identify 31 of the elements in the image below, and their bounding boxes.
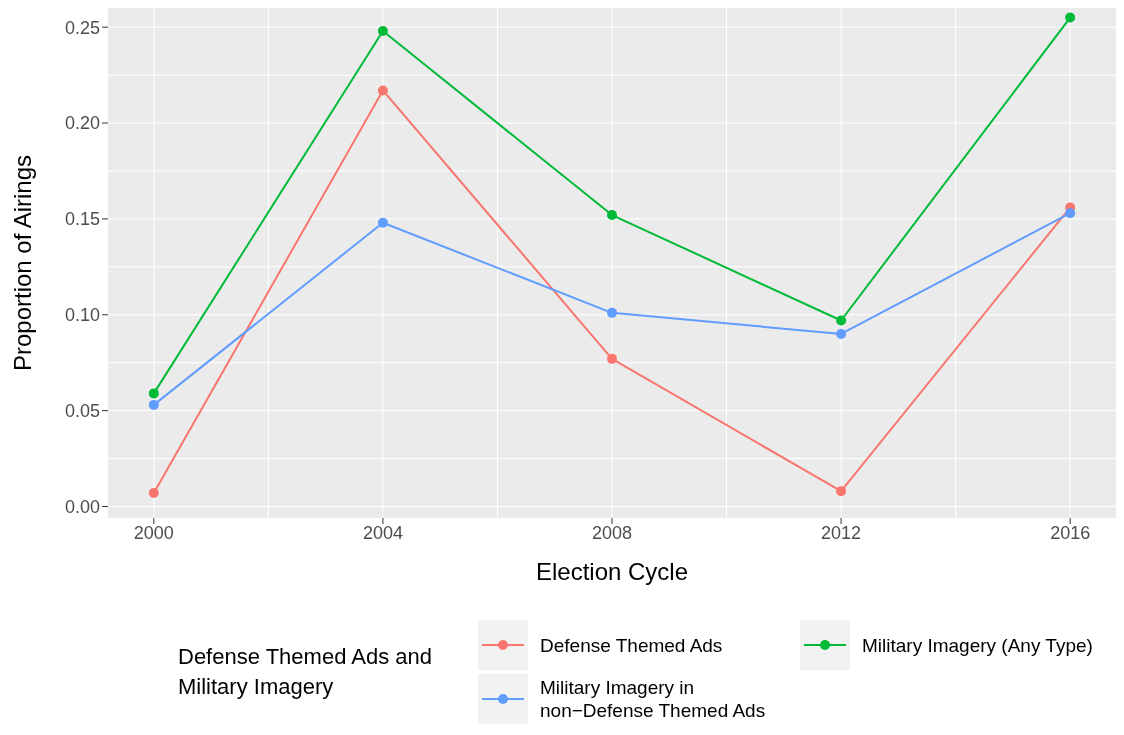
point <box>377 26 388 37</box>
legend-title: Defense Themed Ads and Military Imagery <box>178 643 433 701</box>
x-tick-label: 2004 <box>362 522 403 543</box>
y-tick-label: 0.20 <box>64 113 100 134</box>
point <box>148 488 159 499</box>
x-axis-title: Election Cycle <box>535 558 689 585</box>
point <box>377 85 388 96</box>
y-tick-label: 0.10 <box>64 305 100 326</box>
legend-label: Military Imagery in non−Defense Themed Ads <box>540 676 767 722</box>
x-tick-label: 2016 <box>1050 522 1091 543</box>
legend-label: Defense Themed Ads <box>540 633 724 657</box>
y-tick-label: 0.00 <box>64 496 100 517</box>
legend-label: Military Imagery (Any Type) <box>862 633 1094 657</box>
x-tick-label: 2012 <box>821 522 862 543</box>
y-tick-label: 0.05 <box>64 401 100 422</box>
x-tick-label: 2008 <box>591 522 633 543</box>
point <box>607 353 617 364</box>
x-tick-label: 2000 <box>133 522 174 543</box>
point <box>836 486 847 497</box>
y-tick-label: 0.25 <box>64 17 100 38</box>
point <box>1065 208 1076 219</box>
y-tick-label: 0.15 <box>64 209 100 230</box>
point <box>148 388 159 399</box>
y-axis-title: Proportion of Airings <box>8 154 36 372</box>
point <box>377 217 388 228</box>
point <box>607 307 617 318</box>
point <box>836 315 847 326</box>
point <box>1065 12 1076 23</box>
point <box>148 399 159 410</box>
point <box>607 210 617 221</box>
point <box>836 328 847 339</box>
